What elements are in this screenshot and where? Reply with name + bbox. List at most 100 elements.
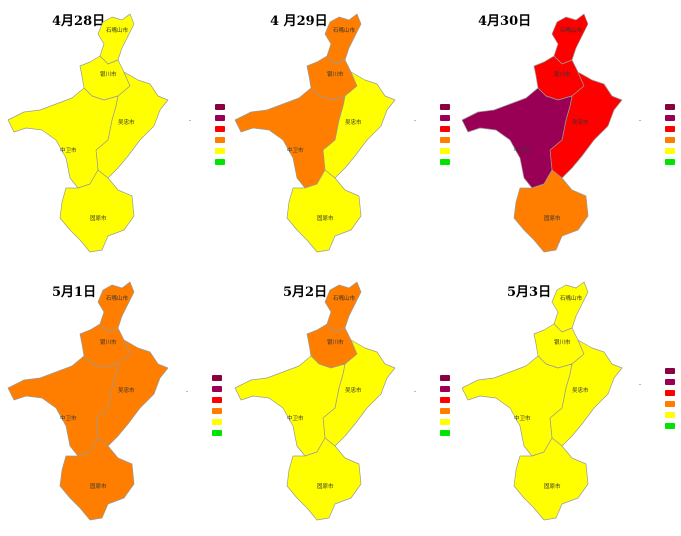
- legend-swatch-green: [212, 430, 222, 436]
- legend-swatch-maroon: [440, 375, 450, 381]
- panel-date-title: 5月3日: [507, 285, 552, 300]
- city-label-zhongwei: 中卫市: [287, 414, 304, 422]
- marker-dot: [186, 391, 188, 392]
- legend-swatch-yellow: [440, 419, 450, 425]
- region-zhongwei: [234, 355, 346, 457]
- city-label-shizuishan: 石嘴山市: [333, 26, 356, 34]
- legend-swatch-yellow: [440, 148, 450, 154]
- region-guyuan: [286, 169, 362, 253]
- city-label-zhongwei: 中卫市: [60, 146, 77, 154]
- panel-date-title: 4月28日: [52, 14, 106, 29]
- region-zhongwei: [7, 355, 119, 457]
- map-panel: 5月2日 石嘴山市银川市吴忠市中卫市固原市: [227, 268, 454, 536]
- legend-swatch-orange: [212, 408, 222, 414]
- region-shizuishan: [97, 281, 135, 333]
- region-guyuan: [59, 437, 135, 521]
- marker-dot: [414, 391, 416, 392]
- marker-dot: [189, 120, 191, 121]
- marker-dot: [639, 120, 641, 121]
- panel-date-title: 4 月29日: [270, 14, 328, 29]
- legend-swatch-green: [665, 423, 675, 429]
- legend-swatch-green: [440, 159, 450, 165]
- region-shizuishan: [324, 13, 362, 65]
- region-shizuishan: [551, 13, 589, 65]
- city-label-shizuishan: 石嘴山市: [333, 294, 356, 302]
- legend-swatch-red: [440, 397, 450, 403]
- map-panel: 4月30日 石嘴山市 银川市 吴忠市 中卫市 固原市: [454, 0, 681, 268]
- map-panel: 4 月29日 石嘴山市银川市吴忠市中卫市固原市: [227, 0, 454, 268]
- legend-swatch-red: [440, 126, 450, 132]
- city-label-yinchuan: 银川市: [100, 338, 117, 346]
- legend-swatch-purple: [440, 115, 450, 121]
- city-label-guyuan: 固原市: [544, 214, 561, 222]
- legend-swatch-orange: [440, 137, 450, 143]
- city-label-guyuan: 固原市: [317, 482, 334, 490]
- city-label-yinchuan: 银川市: [554, 70, 571, 78]
- region-guyuan: [513, 437, 589, 521]
- legend-swatch-purple: [440, 386, 450, 392]
- legend-swatch-maroon: [665, 104, 675, 110]
- region-guyuan: [59, 169, 135, 253]
- legend-swatch-purple: [215, 115, 225, 121]
- city-label-guyuan: 固原市: [90, 482, 107, 490]
- legend-swatch-maroon: [665, 368, 675, 374]
- city-label-wuzhong: 吴忠市: [572, 118, 589, 126]
- city-label-guyuan: 固原市: [544, 482, 561, 490]
- region-zhongwei: [461, 355, 573, 457]
- panel-date-title: 5月1日: [52, 285, 97, 300]
- city-label-wuzhong: 吴忠市: [572, 386, 589, 394]
- legend-swatch-yellow: [665, 412, 675, 418]
- legend-swatch-red: [212, 397, 222, 403]
- region-shizuishan: [324, 281, 362, 333]
- city-label-wuzhong: 吴忠市: [345, 118, 362, 126]
- city-label-wuzhong: 吴忠市: [345, 386, 362, 394]
- region-guyuan: [286, 437, 362, 521]
- city-label-guyuan: 固原市: [317, 214, 334, 222]
- city-label-yinchuan: 银川市: [327, 338, 344, 346]
- panel-date-title: 5月2日: [283, 285, 328, 300]
- legend-swatch-purple: [665, 379, 675, 385]
- city-label-shizuishan: 石嘴山市: [560, 294, 583, 302]
- city-label-zhongwei: 中卫市: [514, 414, 531, 422]
- legend-swatch-orange: [665, 401, 675, 407]
- region-shizuishan: [551, 281, 589, 333]
- legend-swatch-orange: [440, 408, 450, 414]
- map-panel: 4月28日 石嘴山市银川市吴忠市中卫市固原市: [0, 0, 227, 268]
- map-panel: 5月3日 石嘴山市银川市吴忠市中卫市固原市: [454, 268, 681, 536]
- region-zhongwei: [234, 87, 346, 189]
- legend-swatch-green: [215, 159, 225, 165]
- legend-swatch-red: [665, 390, 675, 396]
- region-guyuan: [513, 169, 589, 253]
- legend-swatch-red: [665, 126, 675, 132]
- legend-swatch-red: [215, 126, 225, 132]
- city-label-yinchuan: 银川市: [554, 338, 571, 346]
- city-label-shizuishan: 石嘴山市: [106, 26, 129, 34]
- region-zhongwei: [7, 87, 119, 189]
- panel-date-title: 4月30日: [478, 14, 532, 29]
- region-zhongwei: [461, 87, 573, 189]
- city-label-wuzhong: 吴忠市: [118, 386, 135, 394]
- legend-swatch-maroon: [212, 375, 222, 381]
- city-label-yinchuan: 银川市: [327, 70, 344, 78]
- city-label-wuzhong: 吴忠市: [118, 118, 135, 126]
- city-label-guyuan: 固原市: [90, 214, 107, 222]
- city-label-zhongwei: 中卫市: [287, 146, 304, 154]
- city-label-shizuishan: 石嘴山市: [106, 294, 129, 302]
- marker-dot: [639, 384, 641, 385]
- legend-swatch-yellow: [215, 148, 225, 154]
- legend-swatch-purple: [665, 115, 675, 121]
- legend-swatch-maroon: [440, 104, 450, 110]
- legend-swatch-maroon: [215, 104, 225, 110]
- legend-swatch-green: [665, 159, 675, 165]
- legend-swatch-orange: [665, 137, 675, 143]
- city-label-shizuishan: 石嘴山市: [560, 26, 583, 34]
- city-label-yinchuan: 银川市: [100, 70, 117, 78]
- marker-dot: [414, 120, 416, 121]
- legend-swatch-green: [440, 430, 450, 436]
